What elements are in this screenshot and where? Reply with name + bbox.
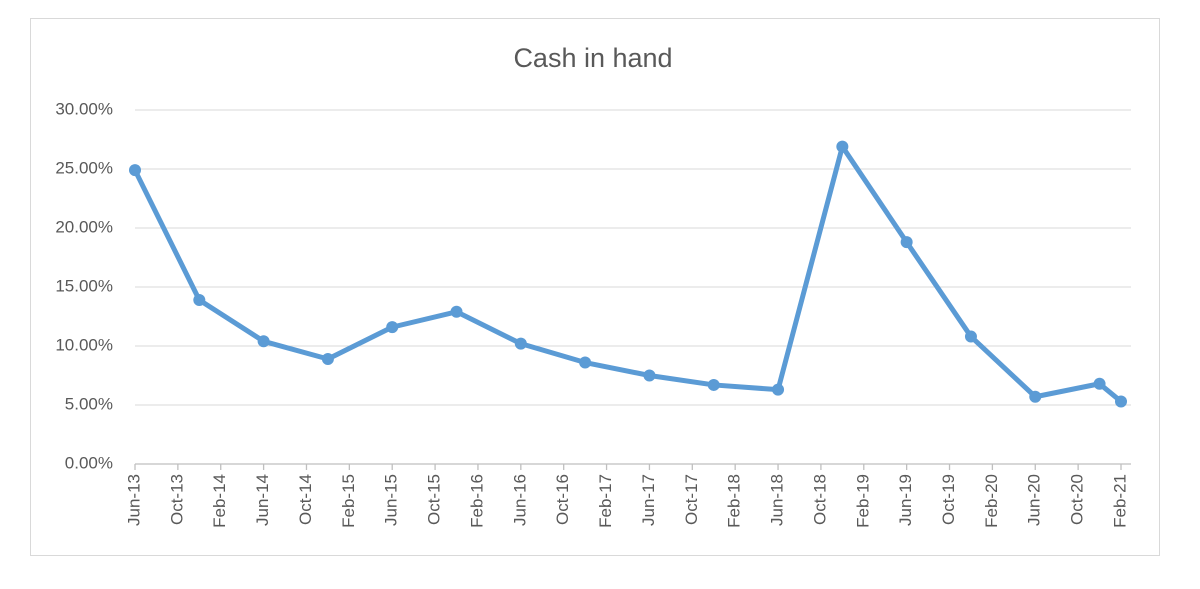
x-tick-label: Jun-19: [896, 474, 915, 526]
marker: [964, 330, 977, 343]
x-tick-label: Oct-13: [167, 474, 186, 525]
marker: [129, 164, 141, 177]
x-tick-label: Jun-14: [253, 474, 272, 526]
x-tick-label: Feb-15: [339, 474, 358, 528]
x-tick-label: Oct-15: [425, 474, 444, 525]
marker: [450, 305, 463, 318]
x-tick-label: Jun-18: [768, 474, 787, 526]
marker: [707, 378, 720, 391]
marker: [321, 352, 334, 365]
chart-title: Cash in hand: [513, 43, 672, 73]
x-tick-label: Oct-19: [939, 474, 958, 525]
marker: [1093, 377, 1106, 390]
y-tick-label: 30.00%: [55, 99, 113, 118]
y-tick-label: 15.00%: [55, 276, 113, 295]
x-tick-label: Feb-16: [467, 474, 486, 528]
x-tick-label: Feb-18: [725, 474, 744, 528]
y-tick-label: 20.00%: [55, 217, 113, 236]
x-tick-label: Feb-17: [596, 474, 615, 528]
x-tick-label: Feb-20: [982, 474, 1001, 528]
x-tick-label: Oct-17: [682, 474, 701, 525]
marker: [900, 236, 913, 249]
marker: [193, 293, 206, 306]
x-tick-label: Feb-19: [853, 474, 872, 528]
y-tick-label: 10.00%: [55, 335, 113, 354]
marker: [257, 335, 270, 348]
x-tick-label: Feb-21: [1110, 474, 1129, 528]
y-tick-label: 0.00%: [65, 453, 113, 472]
marker: [643, 369, 656, 382]
marker: [1115, 395, 1127, 408]
marker: [1029, 390, 1042, 403]
marker: [772, 383, 785, 396]
x-tick-label: Oct-14: [296, 474, 315, 525]
marker: [386, 321, 399, 334]
x-tick-label: Oct-20: [1068, 474, 1087, 525]
y-tick-label: 25.00%: [55, 158, 113, 177]
marker: [514, 337, 527, 350]
x-tick-label: Jun-17: [639, 474, 658, 526]
marker: [579, 356, 592, 369]
x-tick-label: Jun-15: [382, 474, 401, 526]
marker: [836, 140, 849, 153]
x-tick-label: Jun-16: [510, 474, 529, 526]
x-tick-label: Oct-16: [553, 474, 572, 525]
x-tick-label: Jun-13: [124, 474, 143, 526]
x-tick-label: Oct-18: [810, 474, 829, 525]
x-tick-label: Feb-14: [210, 474, 229, 528]
y-tick-label: 5.00%: [65, 394, 113, 413]
x-tick-label: Jun-20: [1025, 474, 1044, 526]
